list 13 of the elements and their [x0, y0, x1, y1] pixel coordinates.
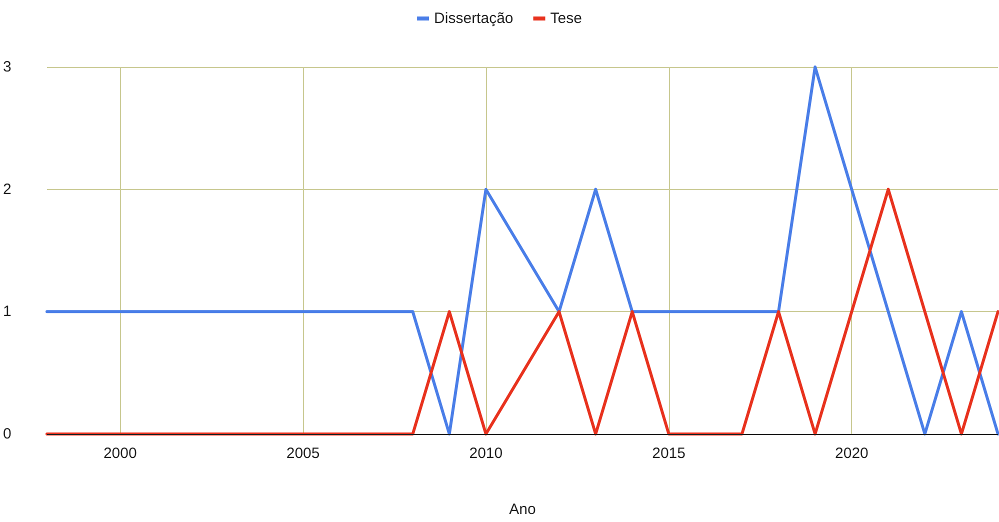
- y-tick-label: 0: [3, 426, 12, 442]
- y-tick-label: 2: [3, 180, 12, 198]
- line-series: [46, 66, 999, 436]
- x-axis-title: Ano: [509, 501, 536, 518]
- x-tick-label: 2010: [469, 445, 503, 462]
- x-tick-label: 2000: [103, 445, 137, 462]
- x-tick-label: 2005: [286, 445, 320, 462]
- x-tick-label: 2020: [835, 445, 868, 462]
- legend-label: Dissertação: [434, 10, 514, 27]
- y-tick-label: 3: [3, 58, 12, 76]
- y-tick-label: 1: [3, 303, 12, 320]
- legend-label: Tese: [550, 10, 582, 27]
- x-tick-label: 2015: [652, 445, 686, 462]
